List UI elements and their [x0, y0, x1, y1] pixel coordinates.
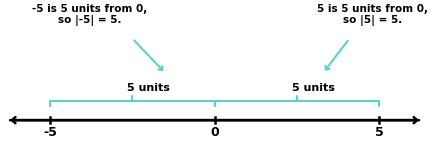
Text: -5 is 5 units from 0,
so |-5| = 5.: -5 is 5 units from 0, so |-5| = 5.: [32, 4, 147, 26]
Text: -5: -5: [43, 126, 57, 139]
Text: 5: 5: [375, 126, 383, 139]
Text: 5 is 5 units from 0,
so |5| = 5.: 5 is 5 units from 0, so |5| = 5.: [317, 4, 428, 26]
Text: 5 units: 5 units: [127, 83, 170, 93]
Text: 0: 0: [210, 126, 219, 139]
Text: 5 units: 5 units: [292, 83, 335, 93]
